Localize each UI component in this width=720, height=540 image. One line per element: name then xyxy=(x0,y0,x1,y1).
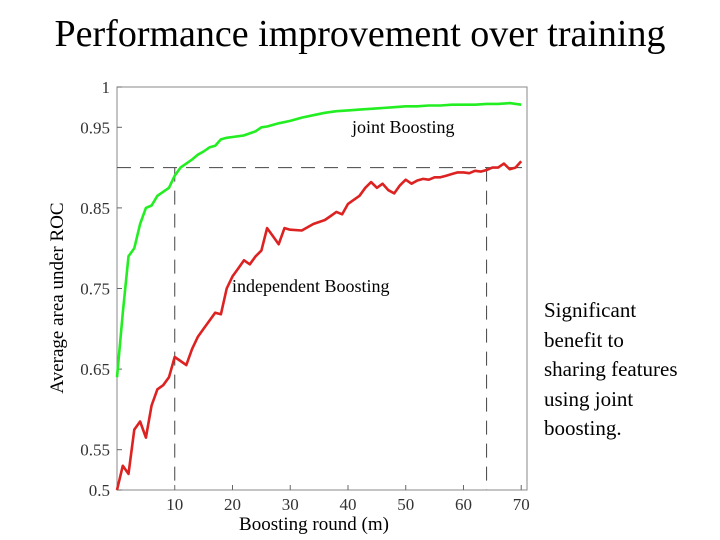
y-tick-label: 0.65 xyxy=(80,360,110,379)
caption-line: benefit to xyxy=(544,327,624,352)
x-tick-label: 70 xyxy=(513,495,530,514)
y-tick-label: 0.55 xyxy=(80,441,110,460)
y-axis-label: Average area under ROC xyxy=(47,202,68,393)
y-tick-label: 1 xyxy=(102,78,111,97)
x-tick-label: 20 xyxy=(224,495,241,514)
x-axis-label: Boosting round (m) xyxy=(239,514,389,535)
caption-line: sharing features xyxy=(544,357,678,381)
x-tick-label: 10 xyxy=(166,495,183,514)
caption-line: boosting. xyxy=(544,416,622,440)
x-tick-label: 50 xyxy=(397,495,414,514)
slide-title: Performance improvement over training xyxy=(54,13,666,55)
caption-line: using joint xyxy=(544,386,634,411)
y-tick-label: 0.85 xyxy=(80,199,110,218)
legend-independent-boosting: independent Boosting xyxy=(232,276,389,296)
y-tick-label: 0.75 xyxy=(80,280,110,299)
series-independent-boosting-line xyxy=(115,160,523,491)
y-tick-label: 0.95 xyxy=(80,118,110,137)
x-tick-label: 40 xyxy=(339,495,356,514)
series-joint-boosting-line xyxy=(115,101,522,378)
x-tick-label: 30 xyxy=(282,495,299,514)
caption-text: Significant benefit to sharing features … xyxy=(544,296,714,444)
y-tick-label: 0.5 xyxy=(89,481,110,500)
x-tick-label: 60 xyxy=(455,495,472,514)
caption-line: Significant xyxy=(544,298,637,322)
legend-joint-boosting: joint Boosting xyxy=(351,117,455,137)
